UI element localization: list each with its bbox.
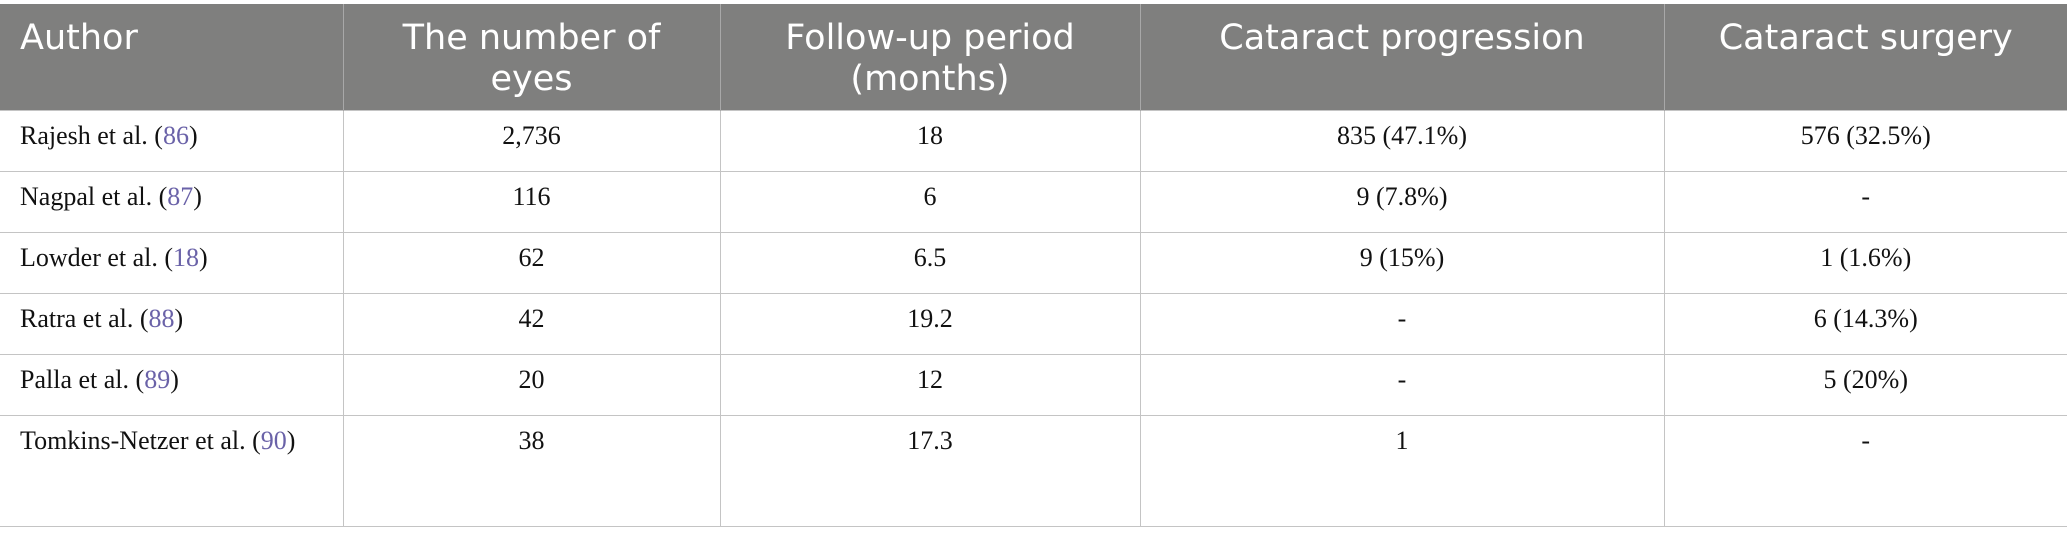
table-row: Palla et al. (89) 20 12-5 (20%) (0, 354, 2067, 416)
header-row: Author The number of eyes Follow-up period… (0, 4, 2067, 111)
table-cell: 42 (342, 293, 721, 355)
reference-link[interactable]: 89 (144, 365, 171, 394)
table-cell: 18 (719, 110, 1141, 172)
author-close: ) (170, 365, 179, 394)
table-body: Rajesh et al. (86) 2,736 18 835 (47.1%) 576 … (0, 110, 2067, 527)
table-cell: 116 (342, 171, 721, 233)
table-cell: 835 (47.1%) (1139, 110, 1665, 172)
table-row: Tomkins-Netzer et al. (90) 38 17.3 1- (0, 415, 2067, 527)
author-close: ) (174, 304, 184, 333)
author-name: Palla et al. ( (20, 365, 145, 394)
author-cell: Tomkins-Netzer et al. (90) (0, 415, 344, 527)
table-cell: 5 (20%) (1663, 354, 2067, 416)
author-close: ) (188, 121, 198, 150)
table-cell: - (1139, 293, 1665, 355)
table-cell: 38 (342, 415, 721, 527)
author-cell: Rajesh et al. (86) (0, 110, 344, 172)
page: Author The number of eyes Follow-up period… (0, 4, 2067, 555)
column-header: Cataract progression (1140, 4, 1665, 111)
table-cell: - (1139, 354, 1665, 416)
table-cell: 12 (719, 354, 1141, 416)
table-cell: 1 (1.6%) (1663, 232, 2067, 294)
column-header: Cataract surgery (1664, 4, 2067, 111)
reference-link[interactable]: 18 (173, 243, 200, 272)
column-header: Author (0, 4, 344, 111)
reference-link[interactable]: 90 (260, 426, 287, 455)
table-row: Ratra et al. (88) 42 19.2-6 (14.3%) (0, 293, 2067, 355)
author-cell: Palla et al. (89) (0, 354, 344, 416)
author-cell: Ratra et al. (88) (0, 293, 344, 355)
author-cell: Nagpal et al. (87) (0, 171, 344, 233)
author-name: Rajesh et al. ( (20, 121, 163, 150)
table-row: Rajesh et al. (86) 2,736 18 835 (47.1%) 576 … (0, 110, 2067, 172)
author-close: ) (193, 182, 202, 211)
reference-link[interactable]: 88 (148, 304, 175, 333)
author-name: Tomkins-Netzer et al. ( (20, 426, 261, 455)
table-cell: 6.5 (719, 232, 1141, 294)
table-cell: 6 (14.3%) (1663, 293, 2067, 355)
table-row: Nagpal et al. (87) 116 6 9 (7.8%) - (0, 171, 2067, 233)
table-cell: 17.3 (719, 415, 1141, 527)
table-cell: 2,736 (342, 110, 721, 172)
author-close: ) (199, 243, 208, 272)
author-close: ) (286, 426, 296, 455)
author-cell: Lowder et al. (18) (0, 232, 344, 294)
table-cell: - (1663, 171, 2067, 233)
table-row: Lowder et al. (18) 62 6.5 9 (15%) 1 (1.6%) (0, 232, 2067, 294)
reference-link[interactable]: 87 (167, 182, 194, 211)
author-name: Lowder et al. ( (20, 243, 174, 272)
table-cell: 1 (1139, 415, 1665, 527)
column-header: The number of eyes (343, 4, 721, 111)
reference-link[interactable]: 86 (162, 121, 189, 150)
table-cell: 62 (342, 232, 721, 294)
table-cell: 20 (342, 354, 721, 416)
table-cell: 9 (7.8%) (1139, 171, 1665, 233)
column-header: Follow-up period (months) (720, 4, 1141, 111)
author-name: Nagpal et al. ( (20, 182, 168, 211)
table-cell: 6 (719, 171, 1141, 233)
table-cell: 9 (15%) (1139, 232, 1665, 294)
table-cell: 19.2 (719, 293, 1141, 355)
data-table: Author The number of eyes Follow-up period… (0, 4, 2067, 527)
author-name: Ratra et al. ( (20, 304, 149, 333)
table-cell: - (1663, 415, 2067, 527)
table-cell: 576 (32.5%) (1663, 110, 2067, 172)
